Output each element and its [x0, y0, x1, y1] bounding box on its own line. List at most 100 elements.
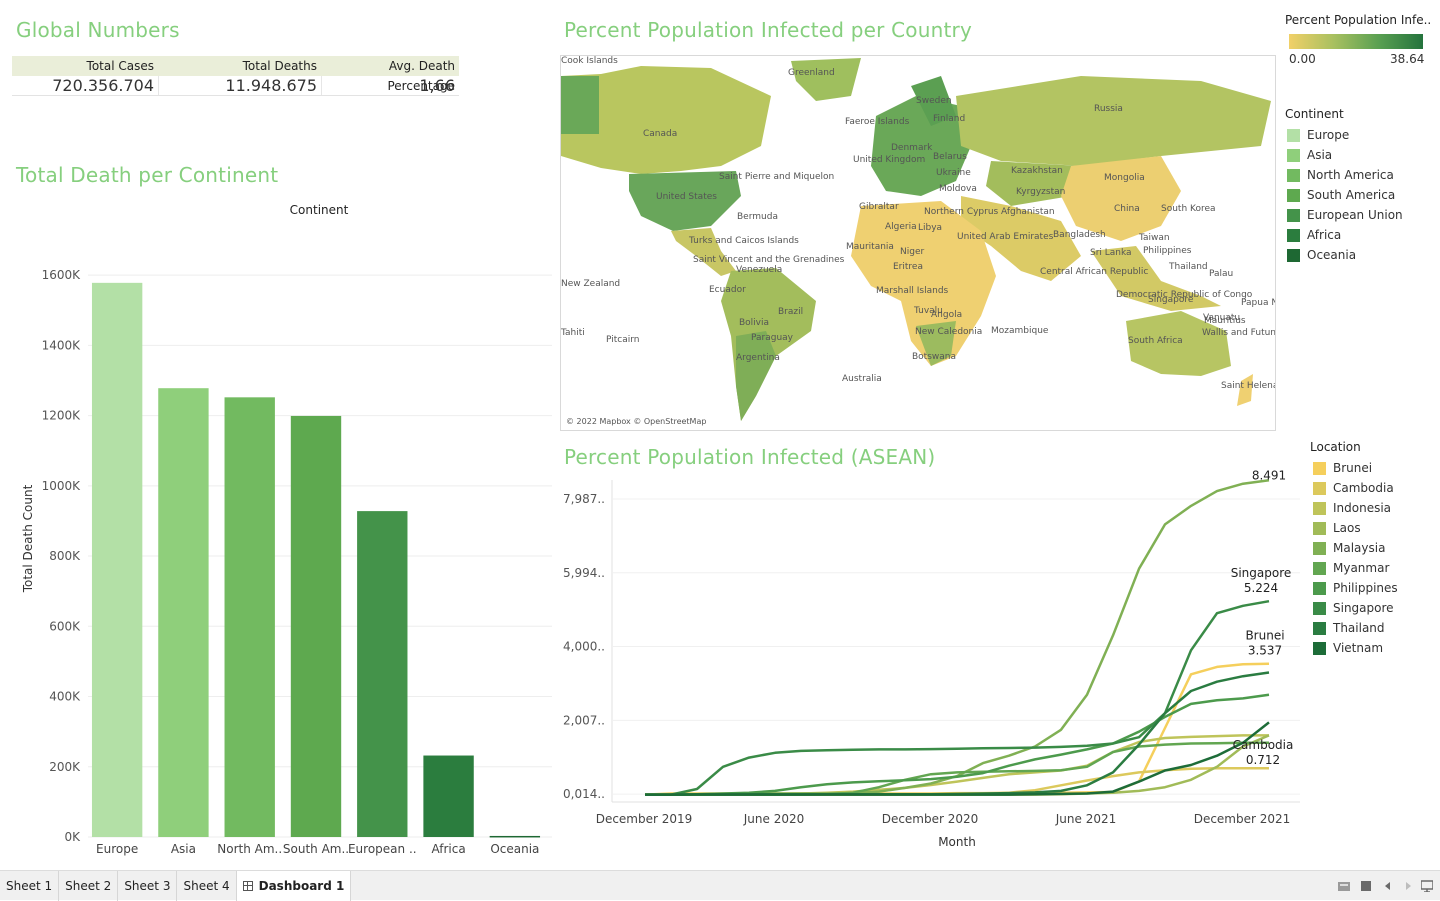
map-label-wallis-and-futuna[interactable]: Wallis and Futuna	[1202, 328, 1276, 338]
map-label-democratic-republic-of-congo[interactable]: Democratic Republic of Congo	[1116, 290, 1253, 300]
bar-asia[interactable]	[158, 388, 209, 837]
tab-dashboard-1[interactable]: Dashboard 1	[236, 870, 352, 901]
map-label-singapore[interactable]: Singapore	[1148, 295, 1194, 305]
legend-item-malaysia[interactable]: Malaysia	[1313, 540, 1385, 556]
bar-oceania[interactable]	[489, 835, 541, 838]
legend-item-laos[interactable]: Laos	[1313, 520, 1361, 536]
legend-item-oceania[interactable]: Oceania	[1287, 247, 1356, 263]
map-label-eritrea[interactable]: Eritrea	[893, 262, 923, 272]
map-label-canada[interactable]: Canada	[643, 129, 678, 139]
map-label-botswana[interactable]: Botswana	[912, 352, 956, 362]
series-line-philippines[interactable]	[645, 693, 1270, 796]
map-label-papua-new-guinea[interactable]: Papua New Guinea	[1241, 298, 1275, 308]
map-label-cook-islands[interactable]: Cook Islands	[561, 56, 618, 66]
map-label-algeria[interactable]: Algeria	[885, 222, 917, 232]
map-label-niger[interactable]: Niger	[900, 247, 925, 257]
map-label-united-arab-emirates[interactable]: United Arab Emirates	[957, 232, 1054, 242]
legend-item-singapore[interactable]: Singapore	[1313, 600, 1394, 616]
map-label-saint-helena[interactable]: Saint Helena	[1221, 381, 1276, 391]
map-label-philippines[interactable]: Philippines	[1143, 246, 1192, 256]
map-label-paraguay[interactable]: Paraguay	[751, 333, 794, 343]
tab-sheet-2[interactable]: Sheet 2	[59, 870, 119, 901]
map-label-central-african-republic[interactable]: Central African Republic	[1040, 267, 1149, 277]
legend-item-asia[interactable]: Asia	[1287, 147, 1332, 163]
map-label-taiwan[interactable]: Taiwan	[1139, 233, 1170, 243]
present-icon[interactable]	[1421, 880, 1433, 892]
map-label-thailand[interactable]: Thailand	[1169, 262, 1208, 272]
map-label-gibraltar[interactable]: Gibraltar	[859, 202, 899, 212]
map-label-new-caledonia[interactable]: New Caledonia	[915, 327, 983, 337]
legend-item-indonesia[interactable]: Indonesia	[1313, 500, 1391, 516]
map-label-united-states[interactable]: United States	[656, 192, 717, 202]
map-label-tahiti[interactable]: Tahiti	[561, 328, 585, 338]
legend-item-vietnam[interactable]: Vietnam	[1313, 640, 1383, 656]
map-label-south-korea[interactable]: South Korea	[1161, 204, 1216, 214]
legend-item-europe[interactable]: Europe	[1287, 127, 1349, 143]
map-label-ukraine[interactable]: Ukraine	[936, 168, 971, 178]
map-label-sweden[interactable]: Sweden	[916, 96, 952, 106]
map-label-vanuatu[interactable]: Vanuatu	[1203, 313, 1241, 323]
tab-sheet-3[interactable]: Sheet 3	[118, 870, 178, 901]
tab-sheet-4[interactable]: Sheet 4	[177, 870, 237, 901]
map-label-finland[interactable]: Finland	[933, 114, 966, 124]
stop-icon[interactable]	[1360, 880, 1372, 892]
map-label-belarus[interactable]: Belarus	[933, 152, 967, 162]
series-line-vietnam[interactable]	[645, 721, 1270, 796]
next-icon[interactable]	[1402, 880, 1414, 892]
map-label-marshall-islands[interactable]: Marshall Islands	[876, 286, 949, 296]
map-label-tuvalu[interactable]: Tuvalu	[914, 306, 943, 316]
map-label-ecuador[interactable]: Ecuador	[709, 285, 746, 295]
previous-icon[interactable]	[1382, 880, 1394, 892]
map-label-brazil[interactable]: Brazil	[778, 307, 804, 317]
map-label-denmark[interactable]: Denmark	[891, 143, 933, 153]
map-label-libya[interactable]: Libya	[918, 223, 943, 233]
map-label-kyrgyzstan[interactable]: Kyrgyzstan	[1016, 187, 1066, 197]
legend-item-brunei[interactable]: Brunei	[1313, 460, 1372, 476]
map-label-palau[interactable]: Palau	[1209, 269, 1234, 279]
legend-item-north-america[interactable]: North America	[1287, 167, 1394, 183]
legend-item-africa[interactable]: Africa	[1287, 227, 1341, 243]
map-label-united-kingdom[interactable]: United Kingdom	[853, 155, 926, 165]
bar-european[interactable]	[357, 511, 408, 837]
map-label-moldova[interactable]: Moldova	[939, 184, 977, 194]
legend-item-european-union[interactable]: European Union	[1287, 207, 1403, 223]
legend-item-south-america[interactable]: South America	[1287, 187, 1395, 203]
map-label-afghanistan[interactable]: Afghanistan	[1001, 207, 1055, 217]
map-label-faeroe-islands[interactable]: Faeroe Islands	[845, 117, 910, 127]
map-label-angola[interactable]: Angola	[931, 310, 963, 320]
map-label-saint-pierre-and-miquelon[interactable]: Saint Pierre and Miquelon	[719, 172, 835, 182]
map-label-china[interactable]: China	[1114, 204, 1140, 214]
map-label-russia[interactable]: Russia	[1094, 104, 1123, 114]
map-label-saint-vincent-and-the-grenadines[interactable]: Saint Vincent and the Grenadines	[693, 255, 845, 265]
legend-item-philippines[interactable]: Philippines	[1313, 580, 1398, 596]
bar-south-am[interactable]	[290, 415, 342, 837]
map-label-pitcairn[interactable]: Pitcairn	[606, 335, 640, 345]
bar-africa[interactable]	[423, 755, 474, 837]
map-label-mozambique[interactable]: Mozambique	[991, 326, 1049, 336]
map-label-turks-and-caicos-islands[interactable]: Turks and Caicos Islands	[689, 236, 799, 246]
series-line-singapore[interactable]	[645, 599, 1270, 796]
map-label-new-zealand[interactable]: New Zealand	[561, 279, 621, 289]
map-label-australia[interactable]: Australia	[842, 374, 882, 384]
map-label-sri-lanka[interactable]: Sri Lanka	[1090, 248, 1132, 258]
map-label-venezuela[interactable]: Venezuela	[736, 265, 783, 275]
map-label-greenland[interactable]: Greenland	[788, 68, 835, 78]
map-label-bolivia[interactable]: Bolivia	[739, 318, 770, 328]
map-label-mauritania[interactable]: Mauritania	[846, 242, 894, 252]
map-label-argentina[interactable]: Argentina	[736, 353, 780, 363]
map-label-northern-cyprus[interactable]: Northern Cyprus	[924, 207, 999, 217]
map-label-bermuda[interactable]: Bermuda	[737, 212, 778, 222]
tab-sheet-1[interactable]: Sheet 1	[0, 870, 60, 901]
world-map[interactable]: Greenland Canada United States Saint Pierre…	[560, 55, 1276, 431]
map-label-south-africa[interactable]: South Africa	[1128, 336, 1183, 346]
map-label-mauritius[interactable]: Mauritius	[1204, 316, 1246, 326]
legend-item-cambodia[interactable]: Cambodia	[1313, 480, 1394, 496]
map-label-bangladesh[interactable]: Bangladesh	[1053, 230, 1106, 240]
legend-item-thailand[interactable]: Thailand	[1313, 620, 1385, 636]
bar-north-am[interactable]	[224, 397, 275, 837]
map-label-kazakhstan[interactable]: Kazakhstan	[1011, 166, 1063, 176]
bar-europe[interactable]	[91, 282, 143, 838]
map-label-mongolia[interactable]: Mongolia	[1104, 173, 1145, 183]
legend-item-myanmar[interactable]: Myanmar	[1313, 560, 1389, 576]
present-mode-icon[interactable]	[1338, 880, 1350, 892]
